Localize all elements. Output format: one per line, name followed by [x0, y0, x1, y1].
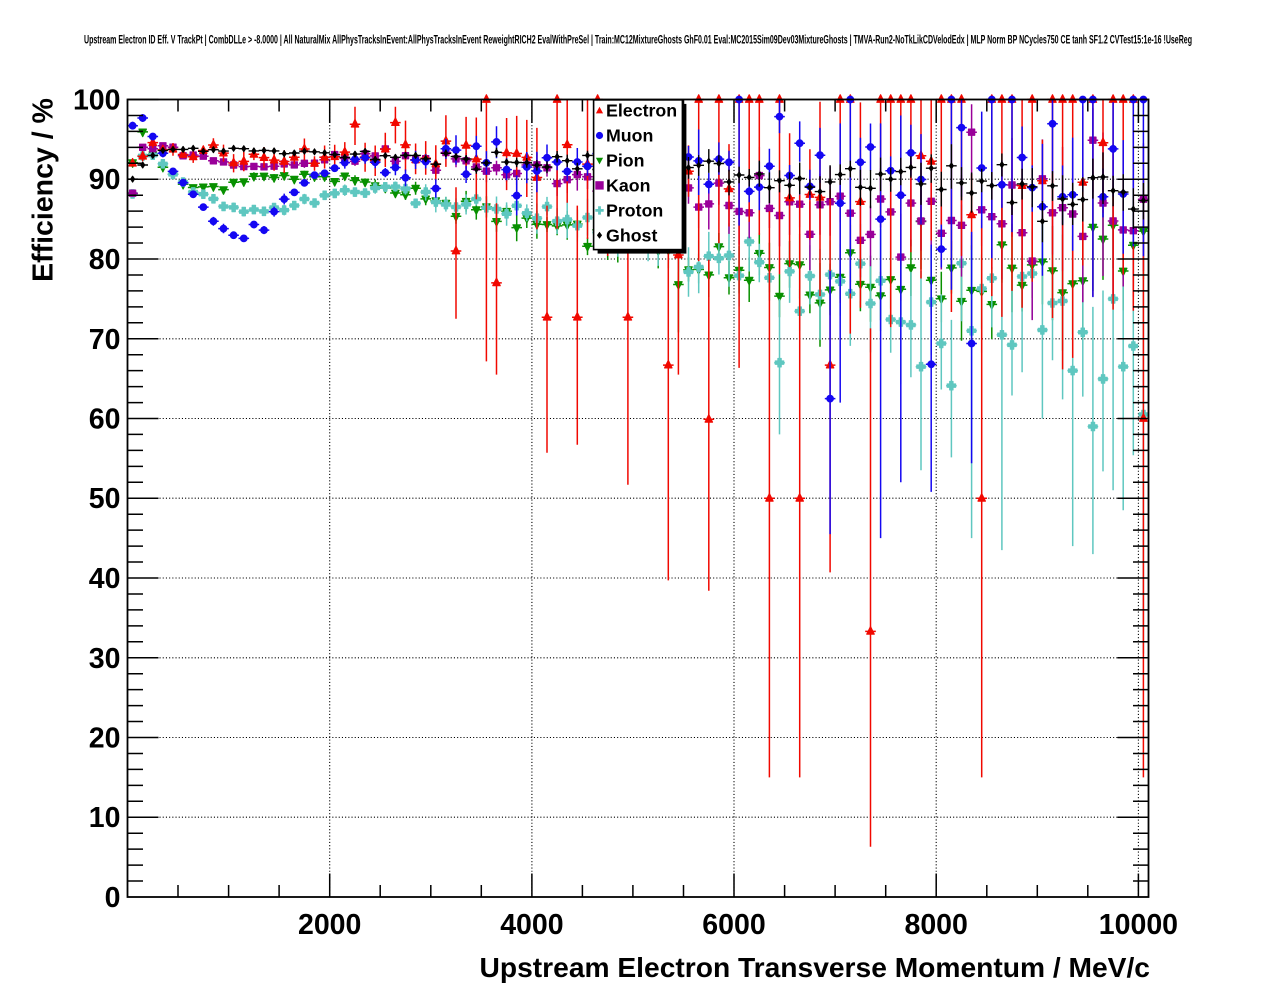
svg-text:60: 60	[89, 404, 121, 436]
svg-text:Efficiency / %: Efficiency / %	[28, 98, 60, 282]
svg-text:4000: 4000	[500, 909, 563, 941]
svg-text:Muon: Muon	[606, 126, 653, 146]
svg-text:100: 100	[73, 85, 121, 117]
svg-text:0: 0	[105, 882, 121, 914]
svg-text:8000: 8000	[904, 909, 967, 941]
svg-text:50: 50	[89, 483, 121, 515]
svg-text:2000: 2000	[298, 909, 361, 941]
svg-text:90: 90	[89, 164, 121, 196]
svg-text:Upstream Electron Transverse M: Upstream Electron Transverse Momentum / …	[480, 951, 1150, 983]
svg-text:40: 40	[89, 563, 121, 595]
svg-text:10: 10	[89, 802, 121, 834]
svg-text:70: 70	[89, 324, 121, 356]
svg-text:6000: 6000	[702, 909, 765, 941]
svg-text:Proton: Proton	[606, 200, 663, 220]
svg-text:Upstream Electron ID Eff. V Tr: Upstream Electron ID Eff. V TrackPt | Co…	[84, 33, 1192, 46]
svg-text:30: 30	[89, 643, 121, 675]
svg-text:Kaon: Kaon	[606, 175, 650, 195]
svg-text:10000: 10000	[1099, 909, 1178, 941]
svg-text:Pion: Pion	[606, 151, 645, 171]
svg-text:20: 20	[89, 723, 121, 755]
svg-text:Ghost: Ghost	[606, 225, 657, 245]
svg-text:80: 80	[89, 244, 121, 276]
svg-text:Electron: Electron	[606, 101, 677, 121]
